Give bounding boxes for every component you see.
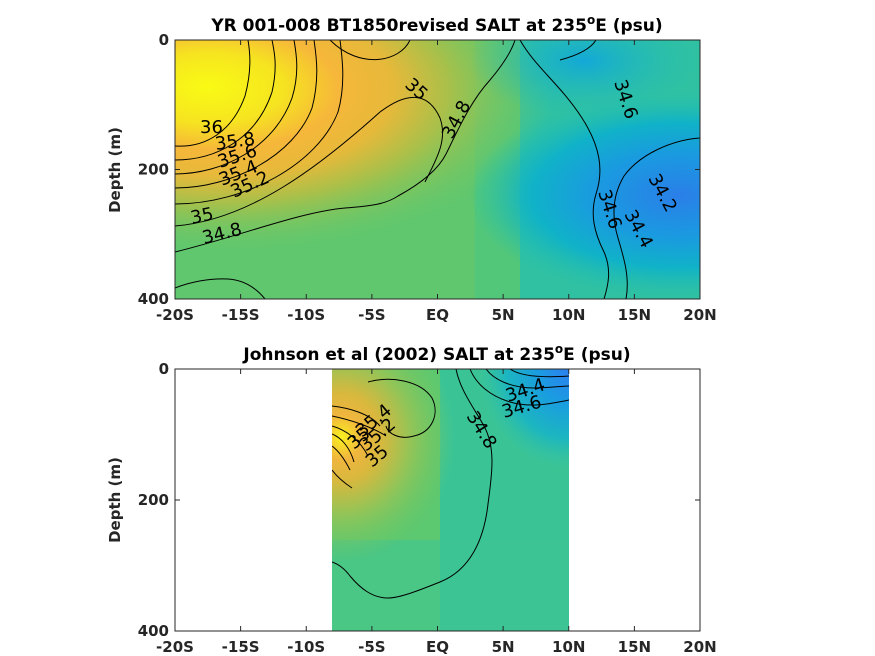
- contour-b-35-lower: [332, 445, 351, 471]
- field-blue-bottom: [332, 369, 569, 631]
- x-tick-label: -15S: [222, 306, 260, 324]
- contour-34-8-b: [175, 278, 266, 299]
- x-tick-label: 15N: [618, 638, 651, 656]
- field-blue2-top: [175, 40, 700, 299]
- contour-35-6: [175, 40, 298, 175]
- x-tick-label: -20S: [156, 306, 194, 324]
- contour-b-34-2: [509, 369, 569, 378]
- contours-top: [175, 40, 700, 299]
- y-tick-label: 400: [138, 622, 169, 640]
- y-tick-label: 200: [138, 161, 169, 179]
- plot-area-bottom: 35.4 35.2 35 35 34.4 34.6 34.8: [332, 369, 569, 631]
- label-35-left: 35: [189, 204, 216, 229]
- title-bottom-main: Johnson et al (2002) SALT at 235: [242, 345, 555, 365]
- y-tick-label: 200: [138, 491, 169, 509]
- contour-b-34-4: [485, 369, 569, 389]
- x-tick-label: -10S: [287, 306, 325, 324]
- x-ticks-top: -20S -15S -10S -5S EQ 5N 10N 15N 20N: [156, 40, 717, 324]
- title-bottom-suffix: E (psu): [563, 345, 630, 365]
- contour-35-2: [175, 40, 344, 205]
- title-top-sup: o: [587, 13, 595, 27]
- contour-b-35-2: [332, 415, 387, 437]
- contour-b-34-8: [332, 369, 493, 599]
- y-tick-label: 400: [138, 290, 169, 308]
- y-ticks-top: 0 200 400: [138, 31, 700, 308]
- y-tick-label: 0: [159, 360, 169, 378]
- x-tick-label: -5S: [358, 306, 385, 324]
- contour-b-35-hot: [332, 433, 355, 463]
- x-tick-label: 20N: [683, 638, 716, 656]
- x-tick-label: 15N: [618, 306, 651, 324]
- x-tick-label: EQ: [426, 638, 449, 656]
- y-ticks-bottom: 0 200 400: [138, 360, 700, 640]
- ylabel-bottom: Depth (m): [106, 457, 124, 543]
- title-bottom-sup: o: [555, 342, 563, 356]
- contour-36: [175, 40, 251, 147]
- contour-b-small: [332, 469, 353, 489]
- panel-top: YR 001-008 BT1850revised SALT at 235oE (…: [106, 13, 717, 324]
- x-tick-label: -5S: [358, 638, 385, 656]
- contour-34-6-a: [519, 40, 610, 299]
- x-tick-label: -10S: [287, 638, 325, 656]
- y-tick-label: 0: [159, 31, 169, 49]
- contour-34-8-a: [175, 40, 516, 253]
- x-tick-label: 10N: [552, 638, 585, 656]
- contour-35-4: [175, 40, 318, 189]
- contour-35-a: [175, 96, 444, 227]
- panel-bottom: Johnson et al (2002) SALT at 235oE (psu): [106, 342, 717, 656]
- contour-b-34-6: [469, 369, 569, 406]
- x-tick-label: 10N: [552, 306, 585, 324]
- title-top: YR 001-008 BT1850revised SALT at 235oE (…: [210, 13, 662, 36]
- x-tick-label: 5N: [492, 638, 515, 656]
- x-tick-label: 5N: [492, 306, 515, 324]
- title-bottom: Johnson et al (2002) SALT at 235oE (psu): [242, 342, 630, 365]
- x-ticks-bottom: -20S -15S -10S -5S EQ 5N 10N 15N 20N: [156, 369, 717, 656]
- x-tick-label: 20N: [683, 306, 716, 324]
- contour-b-35-upper: [367, 378, 436, 438]
- contour-34-6-c: [559, 40, 597, 61]
- contour-34-4: [613, 137, 700, 299]
- title-top-suffix: E (psu): [595, 16, 662, 36]
- contour-35-8: [175, 40, 276, 161]
- x-tick-label: EQ: [426, 306, 449, 324]
- title-top-main: YR 001-008 BT1850revised SALT at 235: [210, 16, 587, 36]
- x-tick-label: -20S: [156, 638, 194, 656]
- contour-35-b: [329, 40, 411, 61]
- x-tick-label: -15S: [222, 638, 260, 656]
- contours-bottom: [332, 369, 569, 599]
- ylabel-top: Depth (m): [106, 127, 124, 213]
- label-36: 36: [200, 117, 223, 138]
- contour-b-35-0: [332, 425, 369, 457]
- plot-area-top: 36 35.8 35.6 35.4 35.2 35 34.8 35 34.8 3…: [175, 40, 700, 299]
- contour-b-35-4: [332, 405, 381, 427]
